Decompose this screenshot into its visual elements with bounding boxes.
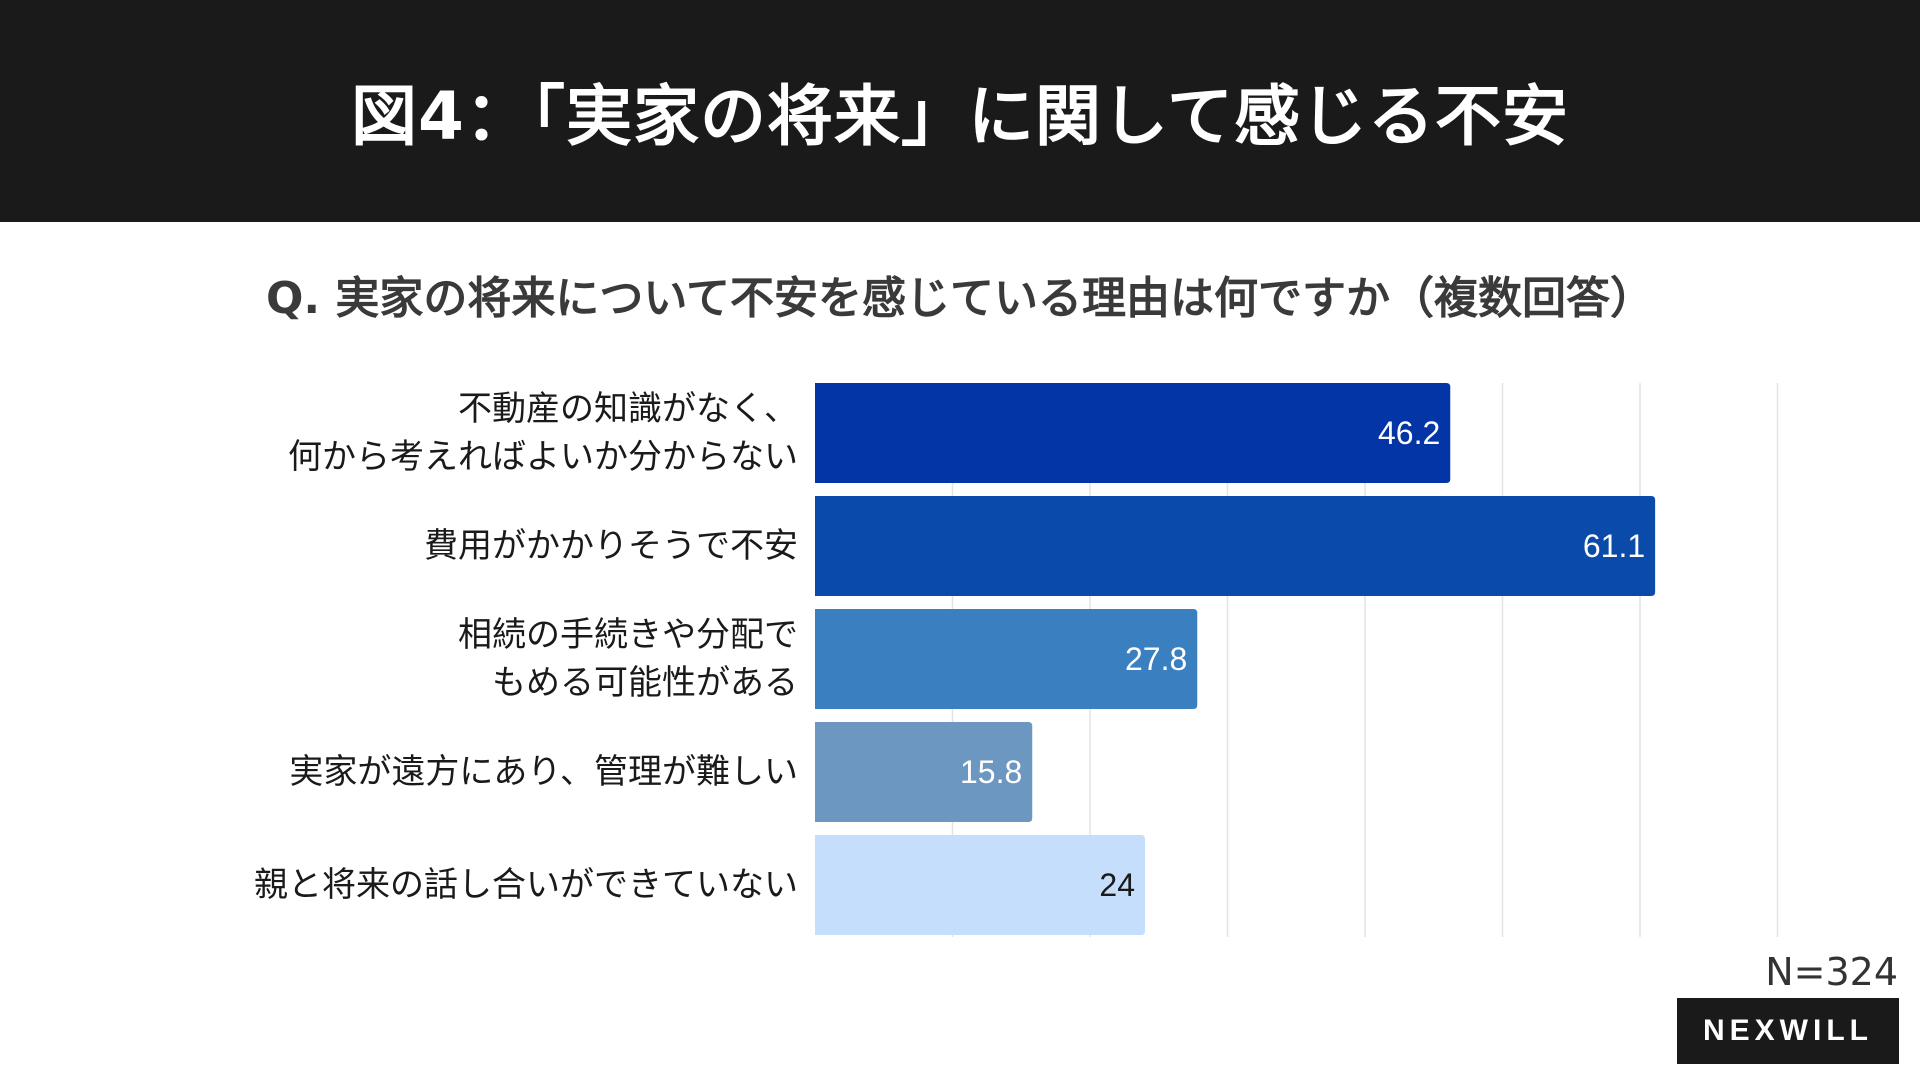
category-label-3: 相続の手続きや分配で: [458, 615, 798, 655]
category-label-4: 実家が遠方にあり、管理が難しい: [289, 752, 798, 792]
brand-logo: NEXWILL: [1677, 998, 1899, 1064]
category-label-5: 親と将来の話し合いができていない: [254, 865, 798, 905]
category-label-2: 費用がかかりそうで不安: [424, 526, 798, 566]
header-bar: [0, 0, 1920, 222]
category-label-1: 不動産の知識がなく、: [458, 389, 798, 429]
page-title: 図4：「実家の将来」に関して感じる不安: [351, 78, 1569, 155]
category-label-1: 何から考えればよいか分からない: [288, 437, 798, 477]
bar-1: [815, 383, 1451, 483]
value-label-1: 46.2: [1378, 415, 1440, 451]
bar-2: [815, 496, 1656, 596]
sample-size-note: N=324: [1765, 950, 1898, 994]
bar-5: [815, 835, 1145, 935]
value-label-5: 24: [1099, 867, 1135, 903]
question-text: Q. 実家の将来について不安を感じている理由は何ですか（複数回答）: [265, 273, 1655, 324]
value-label-2: 61.1: [1583, 528, 1645, 564]
value-label-4: 15.8: [960, 754, 1022, 790]
bar-3: [815, 609, 1198, 709]
category-label-3: もめる可能性がある: [492, 663, 798, 703]
bar-4: [815, 722, 1033, 822]
value-label-3: 27.8: [1125, 641, 1187, 677]
